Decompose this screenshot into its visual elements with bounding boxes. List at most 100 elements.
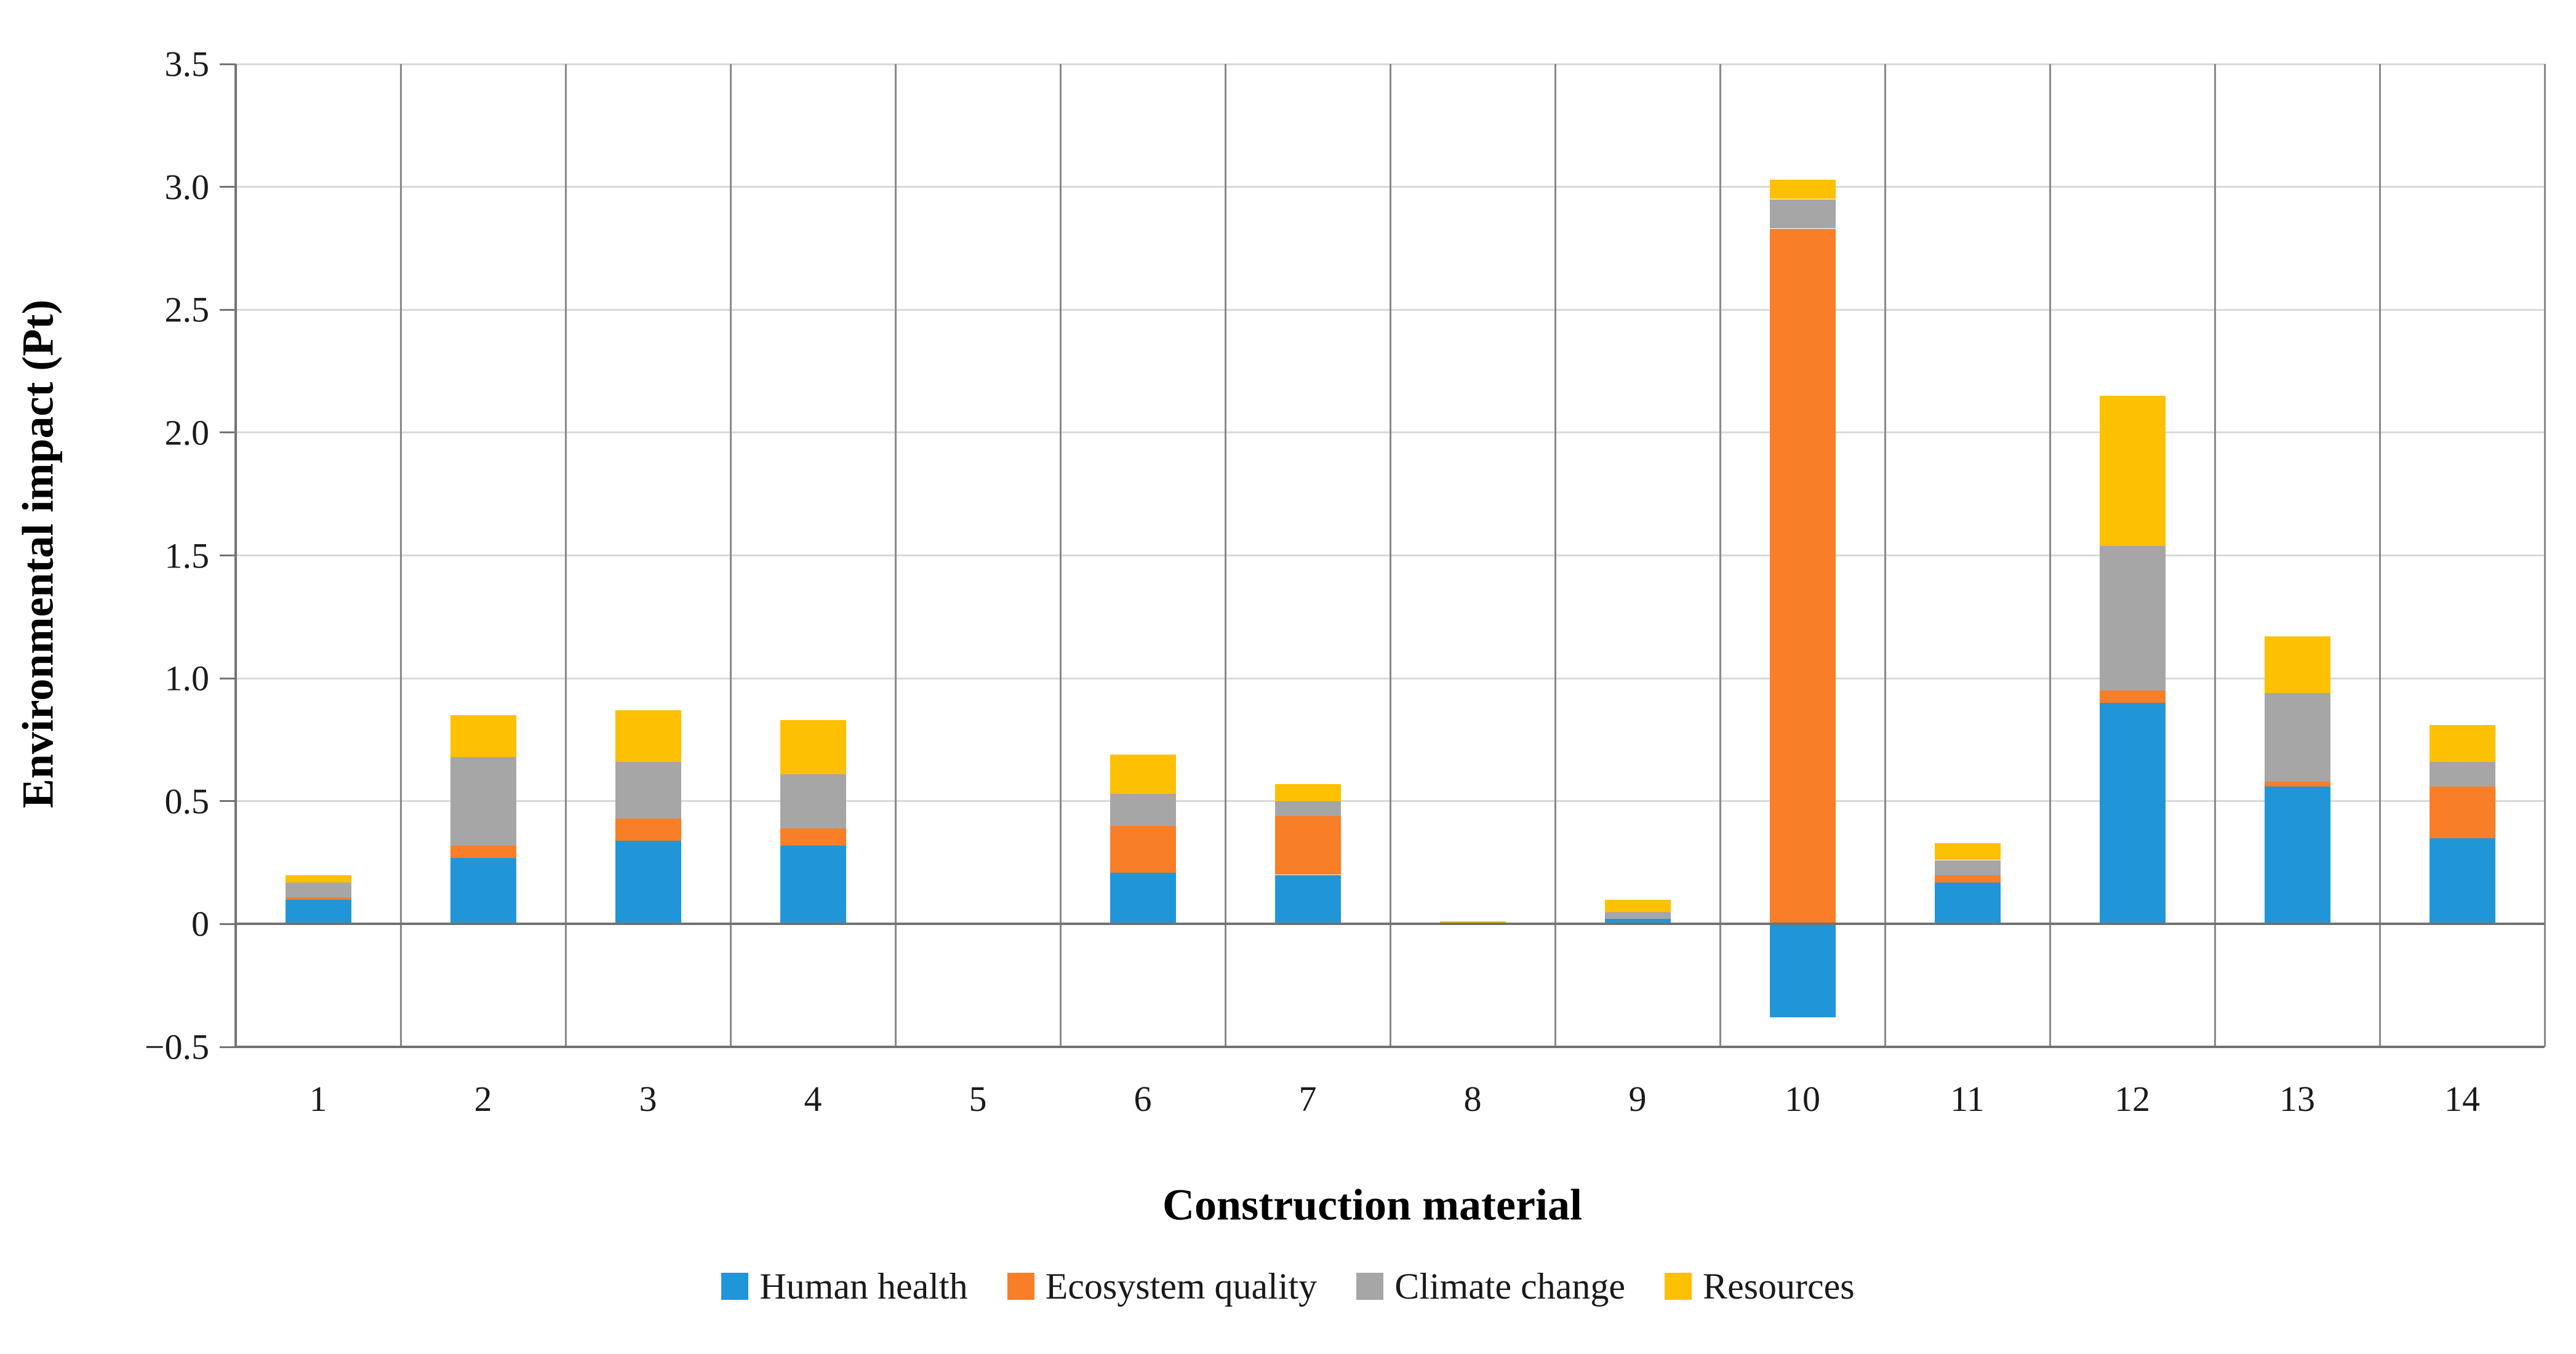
bar-segment <box>2265 693 2330 782</box>
x-axis-title: Construction material <box>1162 1180 1582 1230</box>
y-axis-tick-label: 3.5 <box>164 44 210 84</box>
bar-segment <box>615 710 681 762</box>
bar-segment <box>450 715 516 757</box>
y-axis-tick <box>220 1046 236 1048</box>
y-axis-tick <box>220 309 236 311</box>
bar-segment <box>780 828 846 846</box>
y-axis-tick-label: 2.5 <box>164 289 210 330</box>
bar-segment <box>1935 875 2001 883</box>
vertical-gridline <box>1554 64 1556 1047</box>
y-axis-tick-label: 1.0 <box>164 658 210 699</box>
bar-segment <box>2265 786 2330 924</box>
vertical-gridline <box>2049 64 2051 1047</box>
legend-label: Resources <box>1703 1265 1855 1307</box>
plot-bottom-border <box>236 1046 2545 1048</box>
bar-segment <box>1275 815 1341 875</box>
bar-segment <box>780 774 846 828</box>
y-axis-tick-label: 0.5 <box>164 781 210 822</box>
y-axis-title: Environmental impact (Pt) <box>13 299 63 809</box>
y-axis-tick <box>220 923 236 925</box>
legend-label: Climate change <box>1394 1265 1626 1307</box>
y-axis-tick <box>220 431 236 433</box>
bar-segment <box>2430 725 2495 762</box>
bar-segment <box>286 899 351 924</box>
y-axis-line <box>234 64 237 1047</box>
x-axis-category-label: 12 <box>2114 1079 2150 1119</box>
legend-swatch <box>1665 1273 1692 1300</box>
bar-segment <box>615 818 681 841</box>
bar-segment <box>2100 396 2166 546</box>
bar-segment <box>780 845 846 924</box>
vertical-gridline <box>1060 64 1062 1047</box>
bar-segment <box>1770 228 1836 924</box>
bar-segment <box>1935 860 2001 875</box>
bar-segment <box>1605 919 1671 924</box>
x-axis-zero-line <box>236 923 2545 925</box>
y-axis-tick-label: 0 <box>191 903 209 944</box>
bar-segment <box>2430 786 2495 838</box>
bar-segment <box>2265 636 2330 694</box>
y-axis-tick-label: 2.0 <box>164 412 210 453</box>
bar-segment <box>1605 899 1671 912</box>
vertical-gridline <box>2544 64 2546 1047</box>
y-axis-tick-label: 1.5 <box>164 535 210 576</box>
bar-segment <box>2100 691 2166 703</box>
legend-label: Ecosystem quality <box>1045 1265 1318 1307</box>
vertical-gridline <box>565 64 567 1047</box>
bar-segment <box>1605 911 1671 919</box>
bar-segment <box>780 720 846 774</box>
vertical-gridline <box>1719 64 1721 1047</box>
bar-segment <box>2430 761 2495 787</box>
bar-segment <box>1110 872 1176 924</box>
legend-swatch <box>721 1273 749 1300</box>
bar-segment <box>450 845 516 858</box>
bar-segment <box>1770 199 1836 229</box>
bar-segment <box>1275 783 1341 801</box>
bar-segment <box>1275 875 1341 924</box>
x-axis-category-label: 11 <box>1950 1079 1985 1119</box>
legend-swatch <box>1007 1273 1034 1300</box>
bar-segment <box>450 857 516 924</box>
bar-segment <box>286 875 351 883</box>
x-axis-category-label: 13 <box>2279 1079 2315 1119</box>
y-axis-tick-label: −0.5 <box>144 1027 209 1067</box>
x-axis-category-label: 8 <box>1463 1079 1482 1119</box>
legend: Human health Ecosystem quality Climate cha… <box>0 1249 2576 1323</box>
bar-segment <box>286 882 351 897</box>
legend-swatch <box>1356 1273 1384 1300</box>
x-axis-category-label: 1 <box>309 1079 327 1119</box>
bar-segment <box>2100 545 2166 691</box>
vertical-gridline <box>730 64 732 1047</box>
x-axis-category-label: 14 <box>2444 1079 2480 1119</box>
vertical-gridline <box>2379 64 2381 1047</box>
y-axis-tick <box>220 63 236 65</box>
vertical-gridline <box>400 64 402 1047</box>
legend-item: Resources <box>1665 1265 1855 1308</box>
bar-segment <box>1935 882 2001 924</box>
y-axis-tick <box>220 800 236 802</box>
x-axis-category-label: 5 <box>969 1079 987 1119</box>
bar-segment <box>450 756 516 846</box>
vertical-gridline <box>1225 64 1226 1047</box>
legend-item: Climate change <box>1356 1265 1625 1308</box>
bar-segment <box>2100 703 2166 924</box>
bar-segment <box>1770 179 1836 199</box>
bar-segment <box>2430 838 2495 924</box>
x-axis-category-label: 10 <box>1785 1079 1820 1119</box>
bar-segment <box>2265 781 2330 787</box>
x-axis-category-label: 6 <box>1134 1079 1152 1119</box>
bar-segment <box>1275 801 1341 816</box>
y-axis-tick-label: 3.0 <box>164 167 210 207</box>
vertical-gridline <box>895 64 897 1047</box>
y-axis-tick <box>220 555 236 556</box>
bar-segment <box>615 761 681 819</box>
x-axis-category-label: 3 <box>639 1079 657 1119</box>
vertical-gridline <box>2214 64 2216 1047</box>
bar-segment <box>1110 825 1176 873</box>
legend-label: Human health <box>759 1265 968 1307</box>
x-axis-category-label: 9 <box>1628 1079 1647 1119</box>
bar-segment <box>1770 924 1836 1018</box>
bar-segment <box>1110 793 1176 826</box>
x-axis-category-label: 2 <box>474 1079 492 1119</box>
